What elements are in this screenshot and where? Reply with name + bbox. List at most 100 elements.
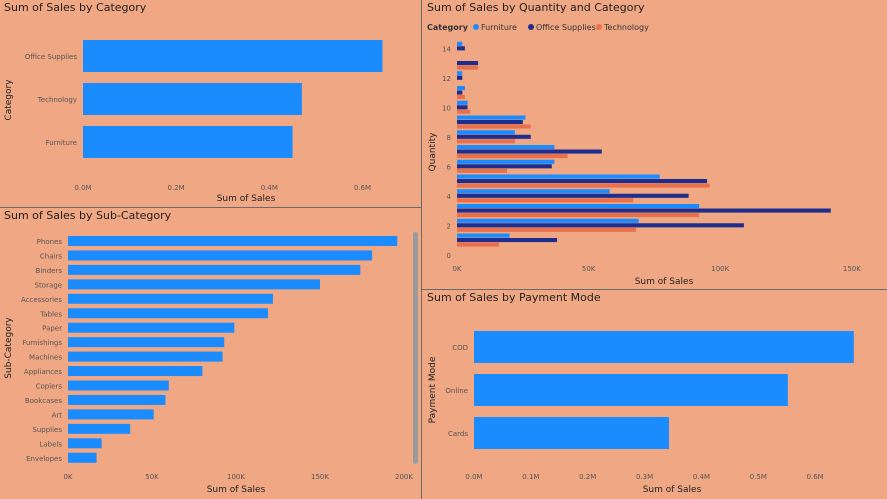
subcategory-bar <box>68 308 268 319</box>
subcategory-y-axis-label: Sub-Category <box>4 317 14 379</box>
subcategory-x-axis-label: Sum of Sales <box>207 485 266 495</box>
subcategory-category-label: Storage <box>35 281 62 289</box>
subcategory-x-tick-label: 0K <box>63 473 72 481</box>
quantity-bar <box>457 75 463 80</box>
subcategory-category-label: Copiers <box>36 383 63 391</box>
quantity-chart-panel[interactable]: Sum of Sales by Quantity and Category Ca… <box>423 0 887 289</box>
subcategory-scrollbar[interactable] <box>413 232 418 464</box>
subcategory-chart: Phones Chairs Binders Storage Accessories Tab… <box>4 236 413 495</box>
quantity-chart-title: Sum of Sales by Quantity and Category <box>427 1 645 14</box>
category-chart-panel[interactable]: Sum of Sales by Category Office Supplies… <box>0 0 421 207</box>
category-chart: Office Supplies Technology Furniture 0.0M 0.… <box>4 40 383 204</box>
quantity-bar <box>457 109 471 114</box>
payment-x-axis-label: Sum of Sales <box>643 485 702 495</box>
quantity-y-tick-label: 10 <box>442 105 451 113</box>
payment-chart-panel[interactable]: Sum of Sales by Payment Mode COD Online Ca… <box>423 290 887 499</box>
payment-x-tick-label: 0.0M <box>465 473 482 481</box>
category-x-tick-label: 0.0M <box>74 184 91 192</box>
quantity-bar <box>457 86 465 91</box>
payment-x-tick-label: 0.1M <box>522 473 539 481</box>
quantity-bar <box>457 105 468 110</box>
quantity-bar <box>457 218 639 223</box>
quantity-legend-label: Office Supplies <box>536 23 596 32</box>
payment-x-tick-label: 0.6M <box>807 473 824 481</box>
quantity-chart: Category Furniture Office Supplies Technolo… <box>427 23 861 287</box>
category-x-axis-label: Sum of Sales <box>217 194 276 204</box>
subcategory-category-label: Chairs <box>40 252 62 260</box>
quantity-x-axis-label: Sum of Sales <box>635 277 694 287</box>
category-bar <box>83 83 302 115</box>
quantity-bar <box>457 183 710 188</box>
subcategory-bar <box>68 264 361 275</box>
quantity-bar <box>457 179 708 184</box>
category-y-axis-label: Category <box>4 79 14 121</box>
quantity-bar <box>457 164 552 169</box>
quantity-legend-label: Furniture <box>481 23 517 32</box>
quantity-bar <box>457 193 689 198</box>
quantity-bar <box>457 223 744 228</box>
quantity-legend-label: Technology <box>603 23 649 32</box>
subcategory-bar <box>68 452 97 463</box>
subcategory-category-label: Accessories <box>21 296 62 304</box>
category-x-tick-label: 0.6M <box>354 184 371 192</box>
quantity-x-tick-label: 0K <box>452 265 461 273</box>
quantity-bar <box>457 208 831 213</box>
quantity-x-tick-label: 100K <box>711 265 729 273</box>
subcategory-category-label: Binders <box>36 267 63 275</box>
quantity-y-tick-label: 4 <box>447 193 452 201</box>
quantity-bar <box>457 204 700 209</box>
subcategory-chart-title: Sum of Sales by Sub-Category <box>4 209 172 222</box>
quantity-bar <box>457 41 463 46</box>
subcategory-category-label: Furnishings <box>22 339 62 347</box>
quantity-bar <box>457 154 568 159</box>
quantity-legend-marker <box>596 24 602 30</box>
quantity-bar <box>457 159 555 164</box>
quantity-bar <box>457 189 610 194</box>
quantity-bar <box>457 130 515 135</box>
quantity-y-tick-label: 14 <box>442 46 451 54</box>
subcategory-x-tick-label: 200K <box>395 473 413 481</box>
payment-bar <box>474 331 854 363</box>
subcategory-bar <box>68 250 373 261</box>
quantity-bar <box>457 174 660 179</box>
category-chart-title: Sum of Sales by Category <box>4 1 147 14</box>
quantity-legend-title: Category <box>427 23 469 32</box>
payment-category-label: Cards <box>448 430 468 438</box>
subcategory-bar <box>68 394 166 405</box>
payment-y-axis-label: Payment Mode <box>428 356 438 423</box>
quantity-bar <box>457 115 526 120</box>
quantity-bar <box>457 145 555 150</box>
quantity-bar <box>457 233 510 238</box>
subcategory-bar <box>68 337 225 348</box>
subcategory-category-label: Paper <box>42 325 62 333</box>
subcategory-x-tick-label: 150K <box>311 473 329 481</box>
subcategory-chart-panel[interactable]: Sum of Sales by Sub-Category Phones Chair… <box>0 208 421 499</box>
subcategory-bar <box>68 380 169 391</box>
payment-bar <box>474 374 788 406</box>
quantity-y-tick-label: 0 <box>447 252 451 260</box>
right-horizontal-divider <box>422 289 887 290</box>
quantity-x-tick-label: 50K <box>582 265 596 273</box>
quantity-bar <box>457 134 531 139</box>
payment-chart-title: Sum of Sales by Payment Mode <box>427 291 601 304</box>
category-category-label: Furniture <box>46 139 77 147</box>
payment-x-tick-label: 0.5M <box>750 473 767 481</box>
subcategory-bar <box>68 423 131 434</box>
category-category-label: Office Supplies <box>25 53 78 61</box>
quantity-bar <box>457 90 463 95</box>
quantity-bar <box>457 168 508 173</box>
subcategory-x-tick-label: 50K <box>145 473 159 481</box>
quantity-legend-marker <box>528 24 534 30</box>
subcategory-bar <box>68 351 223 362</box>
quantity-y-tick-label: 2 <box>447 223 451 231</box>
subcategory-bar <box>68 279 320 290</box>
subcategory-category-label: Labels <box>39 440 62 448</box>
left-horizontal-divider <box>0 207 421 208</box>
quantity-bar <box>457 227 636 232</box>
payment-x-tick-label: 0.2M <box>579 473 596 481</box>
category-bar <box>83 40 383 72</box>
subcategory-category-label: Phones <box>37 238 63 246</box>
quantity-legend-marker <box>473 24 479 30</box>
quantity-bar <box>457 65 479 70</box>
